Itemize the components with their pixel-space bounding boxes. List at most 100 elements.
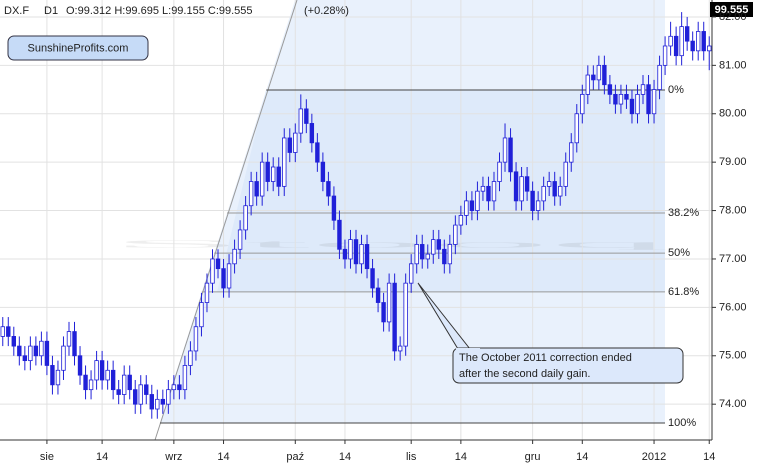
candle-body [618, 93, 624, 105]
candle-body [486, 185, 491, 202]
candle-body [254, 181, 259, 197]
candle-body [519, 176, 524, 202]
candle-body [309, 123, 315, 144]
candle-body [580, 93, 585, 115]
candle-body [668, 35, 673, 47]
candle-body [66, 331, 72, 347]
candle-body [558, 185, 563, 197]
candle-body [408, 263, 414, 284]
candle-body [364, 244, 370, 270]
candle-body [513, 171, 519, 202]
candle-body [149, 394, 154, 410]
candle-body [696, 31, 701, 52]
candle-body [613, 93, 618, 105]
candle-body [701, 31, 706, 52]
x-tick-label: 14 [217, 451, 229, 463]
candle-body [458, 215, 464, 226]
y-tick-label: 82.00 [719, 11, 747, 23]
logo: SunshineProfits.com [28, 42, 129, 54]
candle-body [585, 74, 591, 95]
candle-body [403, 282, 408, 347]
candle-body [287, 137, 292, 153]
x-tick-label: wrz [164, 451, 182, 463]
x-tick-label: 14 [576, 451, 588, 463]
candle-body [337, 219, 342, 250]
candle-body [248, 181, 254, 207]
candle-body [386, 282, 392, 323]
retracement-band [217, 90, 665, 292]
candle-body [464, 200, 469, 216]
candle-body [535, 200, 541, 211]
candle-body [188, 350, 193, 366]
candle-body [569, 142, 574, 163]
candle-body [221, 268, 226, 289]
candle-body [133, 389, 138, 405]
candle-body [635, 93, 640, 115]
last-price: 99.555 [715, 4, 749, 16]
candle-body [353, 239, 359, 265]
level-label: 38.2% [668, 207, 699, 219]
candle-body [265, 161, 270, 182]
candle-body [243, 205, 248, 231]
candle-body [469, 200, 475, 211]
candle-body [342, 248, 348, 260]
x-tick-label: lis [406, 451, 417, 463]
candle-body [320, 161, 326, 182]
candle-body [546, 181, 552, 187]
candle-body [420, 244, 425, 260]
candle-body [138, 384, 143, 405]
candle-body [39, 340, 44, 357]
candle-body [370, 268, 375, 289]
candle-body [215, 258, 221, 270]
level-label: 50% [668, 247, 690, 259]
candle-body [61, 345, 66, 371]
candle-body [591, 74, 596, 81]
fan-line [154, 0, 298, 441]
candle-body [232, 248, 237, 265]
candle-body [331, 195, 337, 221]
candle-body [414, 244, 419, 265]
y-tick-label: 78.00 [719, 204, 747, 216]
candle-body [442, 248, 447, 265]
level-label: 61.8% [668, 286, 699, 298]
symbol: DX.F [4, 5, 29, 17]
candles [0, 12, 712, 419]
candle-body [11, 336, 16, 347]
x-tick-label: paź [286, 451, 304, 463]
candle-body [453, 224, 458, 245]
candle-body [276, 166, 281, 187]
watermark: Stooq [110, 239, 681, 251]
change: (+0.28%) [304, 5, 349, 17]
candle-body [574, 113, 579, 144]
y-tick-label: 77.00 [719, 253, 747, 265]
candle-body [160, 398, 166, 405]
candle-body [657, 64, 662, 90]
candle-body [315, 142, 320, 163]
y-tick-label: 80.00 [719, 108, 747, 120]
candle-body [22, 355, 28, 362]
candle-body [541, 185, 546, 202]
candle-body [651, 89, 657, 115]
ohlc: O:99.312 H:99.695 L:99.155 C:99.555 [66, 5, 253, 17]
candle-body [127, 374, 132, 391]
candle-body [304, 108, 309, 124]
y-tick-label: 79.00 [719, 156, 747, 168]
candle-body [293, 132, 298, 153]
candle-body [431, 239, 436, 255]
candle-body [563, 161, 568, 187]
candle-body [116, 389, 121, 395]
candle-body [193, 326, 199, 352]
x-tick-label: 14 [96, 451, 108, 463]
candle-body [624, 93, 629, 100]
candle-body [381, 302, 386, 323]
candle-body [88, 379, 94, 391]
candle-body [326, 181, 331, 197]
candle-body [475, 190, 480, 211]
candle-body [524, 176, 530, 192]
x-tick-label: sie [40, 451, 54, 463]
candle-body [397, 345, 403, 352]
y-tick-label: 81.00 [719, 59, 747, 71]
candle-body [99, 360, 105, 381]
candle-body [447, 244, 453, 265]
candle-body [237, 229, 243, 250]
